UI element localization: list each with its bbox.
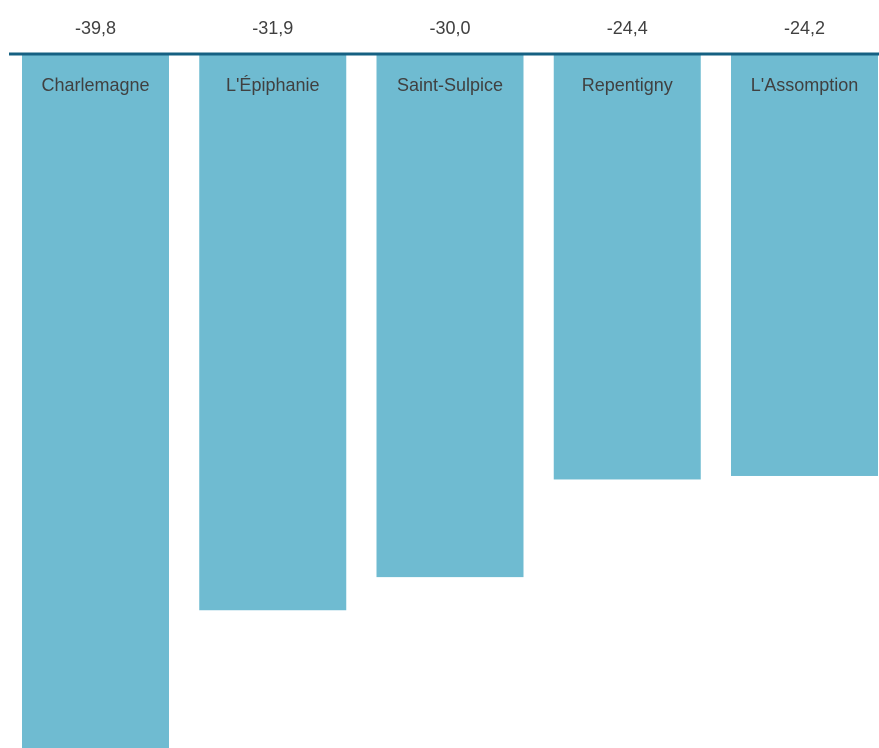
value-label-3: -30,0 [429, 18, 470, 38]
value-label-4: -24,4 [607, 18, 648, 38]
category-label-2: L'Épiphanie [226, 75, 320, 95]
category-label-4: Repentigny [582, 75, 673, 95]
category-label-5: L'Assomption [751, 75, 859, 95]
category-label-1: Charlemagne [41, 75, 149, 95]
bar-4 [553, 54, 701, 480]
bar-3 [376, 54, 524, 578]
bar-2 [199, 54, 347, 611]
value-label-2: -31,9 [252, 18, 293, 38]
bar-1 [22, 54, 169, 748]
value-label-1: -39,8 [75, 18, 116, 38]
value-label-5: -24,2 [784, 18, 825, 38]
bar-5 [731, 54, 878, 476]
category-label-3: Saint-Sulpice [397, 75, 503, 95]
